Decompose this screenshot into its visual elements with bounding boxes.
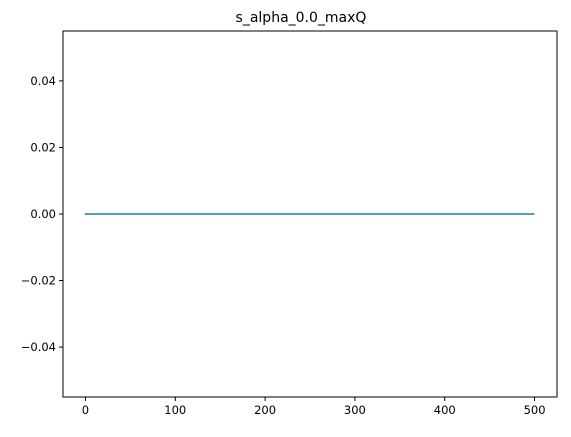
x-tick-label: 500 [524, 403, 546, 417]
chart-title: s_alpha_0.0_maxQ [236, 10, 367, 26]
x-tick-label: 200 [254, 403, 276, 417]
x-tick-label: 0 [82, 403, 89, 417]
y-axis: −0.04 −0.02 0.00 0.02 0.04 [21, 74, 63, 354]
x-axis: 0 100 200 300 400 500 [82, 397, 546, 417]
x-tick-label: 400 [434, 403, 456, 417]
plot-area [62, 30, 558, 398]
x-tick-label: 100 [164, 403, 186, 417]
y-tick-label: 0.02 [30, 140, 56, 154]
x-tick-label: 300 [344, 403, 366, 417]
y-tick-label: −0.04 [21, 340, 56, 354]
y-tick-label: 0.04 [30, 74, 56, 88]
y-tick-label: 0.00 [30, 207, 56, 221]
y-tick-label: −0.02 [21, 274, 56, 288]
